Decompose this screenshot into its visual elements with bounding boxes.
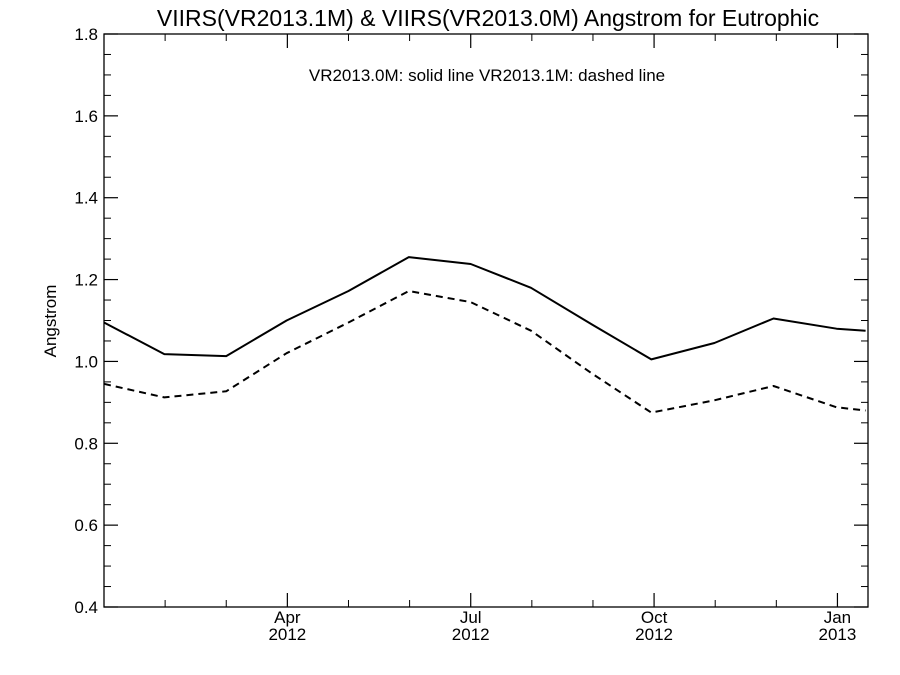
y-tick-label: 1.8 xyxy=(74,25,98,44)
x-tick-label-year: 2012 xyxy=(452,625,490,644)
y-axis-label: Angstrom xyxy=(41,285,60,358)
x-tick-label-month: Oct xyxy=(641,608,668,627)
series-line-vr2013-1m xyxy=(104,290,866,414)
plot-frame xyxy=(103,33,869,608)
y-tick-label: 0.4 xyxy=(74,598,98,617)
y-tick-label: 1.0 xyxy=(74,352,98,371)
y-tick-label: 0.6 xyxy=(74,516,98,535)
x-tick-label-month: Apr xyxy=(274,608,301,627)
y-tick-label: 0.8 xyxy=(74,434,98,453)
series-layer xyxy=(104,256,866,414)
x-tick-label-year: 2013 xyxy=(819,625,857,644)
x-tick-label-month: Jan xyxy=(824,608,851,627)
chart-title: VIIRS(VR2013.1M) & VIIRS(VR2013.0M) Angs… xyxy=(157,5,819,31)
x-tick-label-year: 2012 xyxy=(268,625,306,644)
line-style-annotation: VR2013.0M: solid line VR2013.1M: dashed … xyxy=(309,66,665,85)
series-line-vr2013-0m xyxy=(104,256,866,361)
axis-ticks: 0.40.60.81.01.21.41.61.8Apr2012Jul2012Oc… xyxy=(74,25,868,644)
y-tick-label: 1.6 xyxy=(74,107,98,126)
y-tick-label: 1.2 xyxy=(74,271,98,290)
x-tick-label-month: Jul xyxy=(460,608,482,627)
y-tick-label: 1.4 xyxy=(74,189,98,208)
x-tick-label-year: 2012 xyxy=(635,625,673,644)
